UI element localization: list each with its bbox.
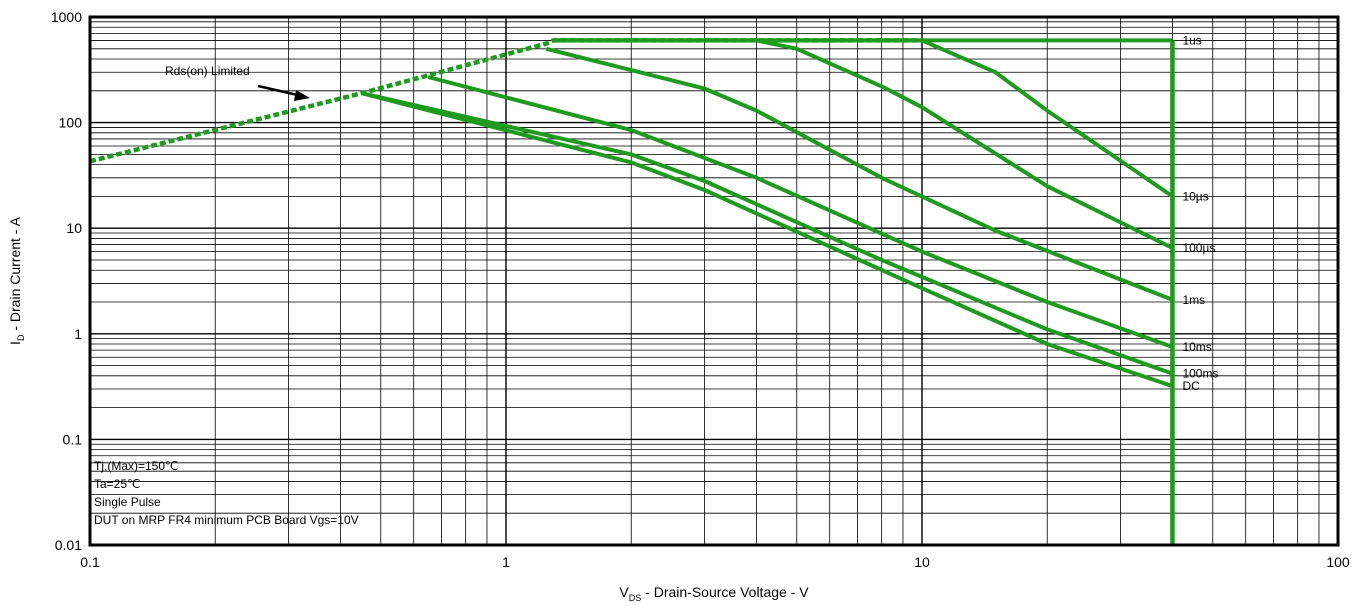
rds-annotation: Rds(on) Limited [165,64,310,101]
y-axis-label-main: I [7,341,23,345]
note-line: Tj,(Max)=150℃ [94,459,179,473]
curve-label-1ms: 1ms [1182,293,1205,307]
y-tick-label: 1 [74,326,82,342]
curves [89,38,1175,545]
rds-arrow-line [257,84,303,98]
curve-label-100ms: 100ms [1182,367,1218,381]
note-line: Ta=25℃ [94,477,141,491]
curve-label-100µs: 100µs [1182,241,1215,255]
y-axis-label-sub: D [16,334,26,341]
x-axis-label-sub: DS [629,593,642,603]
grid-lines [90,17,1338,545]
series-line-100µs [553,38,1174,250]
note-line: Single Pulse [94,495,161,509]
x-axis-label: VDS - Drain-Source Voltage - V [619,584,809,603]
note-line: DUT on MRP FR4 minimum PCB Board Vgs=10V [94,513,359,527]
rds-limited-label: Rds(on) Limited [165,64,250,78]
series-line-1ms [545,46,1174,302]
x-axis-label-main: V [619,584,629,600]
x-tick-label: 10 [914,554,930,570]
y-axis-label: ID - Drain Current - A [7,216,26,345]
x-tick-label: 0.1 [80,554,100,570]
curve-label-DC: DC [1182,379,1200,393]
x-tick-label: 1 [502,554,510,570]
chart-notes: Tj,(Max)=150℃ Ta=25℃ Single Pulse DUT on MR… [94,459,359,527]
curve-label-10µs: 10µs [1182,189,1208,203]
y-tick-label: 10 [66,220,82,236]
x-axis-label-rest: - Drain-Source Voltage - V [641,584,809,600]
y-axis-label-rest: - Drain Current - A [7,216,23,334]
rds-arrow-head [294,90,310,101]
curve-label-1us: 1us [1182,33,1201,47]
plot-frame [88,15,1340,547]
series-line-100ms [361,91,1174,376]
y-tick-label: 100 [59,115,83,131]
y-tick-label: 0.01 [55,537,82,553]
series-line-10ms [427,75,1174,349]
curve-label-10ms: 10ms [1182,340,1211,354]
x-tick-label: 100 [1326,554,1350,570]
y-tick-label: 0.1 [63,431,83,447]
series-line-10µs [553,38,1174,199]
y-tick-label: 1000 [51,9,82,25]
rds-limit-line [89,38,922,164]
series-line-DC [361,91,1174,388]
